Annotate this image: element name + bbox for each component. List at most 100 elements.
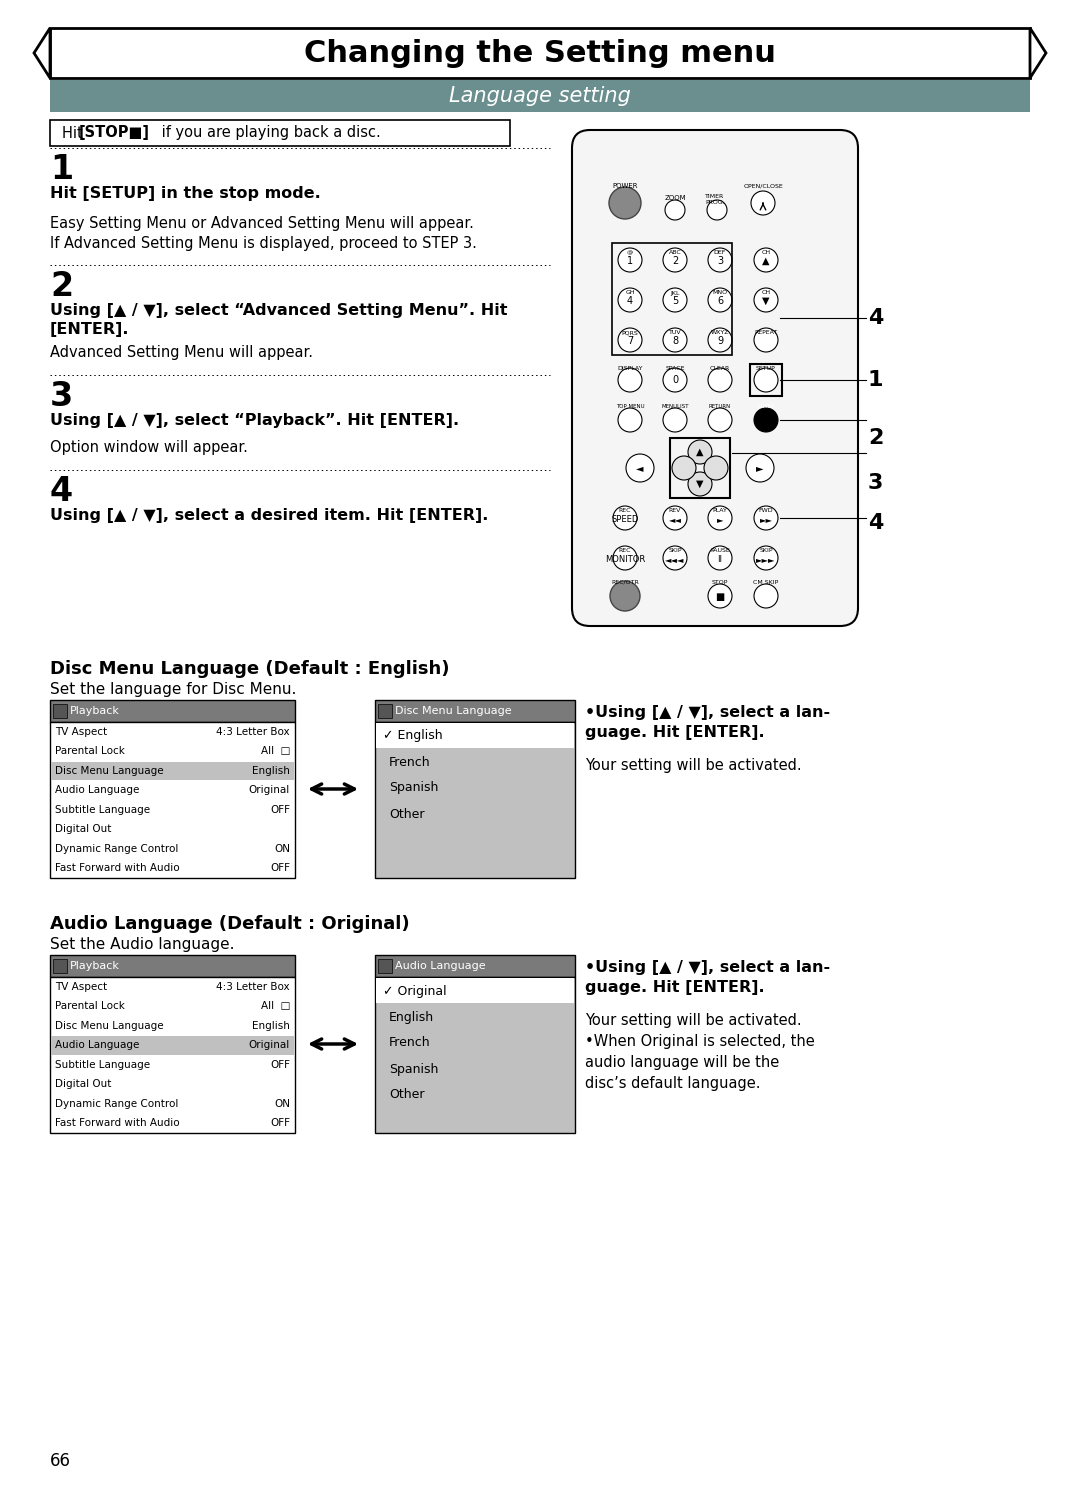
Text: Easy Setting Menu or Advanced Setting Menu will appear.
If Advanced Setting Menu: Easy Setting Menu or Advanced Setting Me… [50,216,477,251]
Text: Dynamic Range Control: Dynamic Range Control [55,843,178,854]
Text: OFF: OFF [270,864,291,873]
Text: MENULIST: MENULIST [661,403,689,409]
Text: ►►►: ►►► [756,556,775,565]
Circle shape [618,407,642,433]
Text: 1: 1 [868,370,883,390]
Circle shape [688,471,712,497]
Text: Disc Menu Language: Disc Menu Language [55,766,164,776]
Bar [612,242,732,355]
Text: English: English [389,1011,434,1023]
Polygon shape [1030,28,1047,77]
Text: PAUSE: PAUSE [711,549,730,553]
Text: REC: REC [619,509,631,513]
Text: ✓ English: ✓ English [383,730,443,742]
Text: RETURN: RETURN [708,403,731,409]
Text: SKIP: SKIP [669,549,681,553]
Text: 1: 1 [626,256,633,266]
Bar [750,364,782,396]
Text: Hit: Hit [62,125,87,140]
Text: WXYZ: WXYZ [711,330,729,336]
Text: Audio Language: Audio Language [55,785,139,796]
Text: Other: Other [389,1088,424,1102]
Text: MNO: MNO [713,290,728,296]
Bar [51,761,294,781]
Text: SKIP: SKIP [759,549,773,553]
Text: if you are playing back a disc.: if you are playing back a disc. [157,125,381,140]
Text: Playback: Playback [70,961,120,971]
Circle shape [663,506,687,529]
Text: Parental Lock: Parental Lock [55,1001,125,1011]
Text: 8: 8 [672,336,678,346]
Text: MONITOR: MONITOR [605,556,645,565]
Text: Disc Menu Language: Disc Menu Language [55,1020,164,1030]
Circle shape [663,248,687,272]
Circle shape [746,454,774,482]
Text: ◄◄◄: ◄◄◄ [665,556,685,565]
Circle shape [663,367,687,393]
Text: Digital Out: Digital Out [55,824,111,834]
FancyBboxPatch shape [572,129,858,626]
Text: Using [▲ / ▼], select a desired item. Hit [ENTER].: Using [▲ / ▼], select a desired item. Hi… [50,509,488,523]
Text: OPEN/CLOSE: OPEN/CLOSE [743,183,783,189]
Text: @: @ [626,250,633,256]
Text: Language setting: Language setting [449,86,631,106]
Text: CM SKIP: CM SKIP [754,580,779,584]
Text: Using [▲ / ▼], select “Advanced Setting Menu”. Hit
[ENTER].: Using [▲ / ▼], select “Advanced Setting … [50,303,508,336]
Text: OFF: OFF [270,1118,291,1129]
Text: Original: Original [248,785,291,796]
Text: DEF: DEF [714,250,726,256]
Circle shape [708,329,732,352]
Text: Fast Forward with Audio: Fast Forward with Audio [55,864,179,873]
Text: 66: 66 [50,1451,71,1471]
Bar [50,700,295,723]
Circle shape [618,248,642,272]
Text: Original: Original [248,1041,291,1050]
Text: ►: ► [717,516,724,525]
Text: 4: 4 [868,513,883,532]
Text: Fast Forward with Audio: Fast Forward with Audio [55,1118,179,1129]
Text: 4: 4 [868,308,883,329]
Text: CH: CH [761,250,770,256]
Text: Dynamic Range Control: Dynamic Range Control [55,1099,178,1109]
Text: Disc Menu Language: Disc Menu Language [395,706,512,717]
Circle shape [626,454,654,482]
Bar [51,1036,294,1054]
Text: ■: ■ [715,592,725,602]
Bar [53,959,67,972]
Bar [375,723,575,877]
Text: ▼: ▼ [762,296,770,306]
Circle shape [754,506,778,529]
Circle shape [613,506,637,529]
Text: Changing the Setting menu: Changing the Setting menu [305,39,775,67]
Circle shape [618,288,642,312]
Text: SPACE: SPACE [665,366,685,370]
Text: REC: REC [619,549,631,553]
Circle shape [754,329,778,352]
Bar [50,120,510,146]
Text: GH: GH [625,290,635,296]
Text: STOP: STOP [712,580,728,584]
Text: 2: 2 [868,428,883,448]
Text: POWER: POWER [612,183,638,189]
Text: Playback: Playback [70,706,120,717]
Text: PLAY: PLAY [713,509,728,513]
Circle shape [663,329,687,352]
Text: 7: 7 [626,336,633,346]
Text: SETUP: SETUP [756,366,775,370]
Bar [376,978,573,1004]
Text: Advanced Setting Menu will appear.: Advanced Setting Menu will appear. [50,345,313,360]
Text: Your setting will be activated.
•When Original is selected, the
audio language w: Your setting will be activated. •When Or… [585,1013,814,1091]
Circle shape [754,407,778,433]
Text: ◄: ◄ [636,462,644,473]
Circle shape [708,248,732,272]
Circle shape [708,367,732,393]
Text: TOP MENU: TOP MENU [616,403,645,409]
Text: DISPLAY: DISPLAY [618,366,643,370]
Text: ON: ON [274,843,291,854]
Bar [378,703,392,718]
Circle shape [754,546,778,570]
Circle shape [618,367,642,393]
Circle shape [613,546,637,570]
Text: Your setting will be activated.: Your setting will be activated. [585,758,801,773]
Bar [50,977,295,1133]
